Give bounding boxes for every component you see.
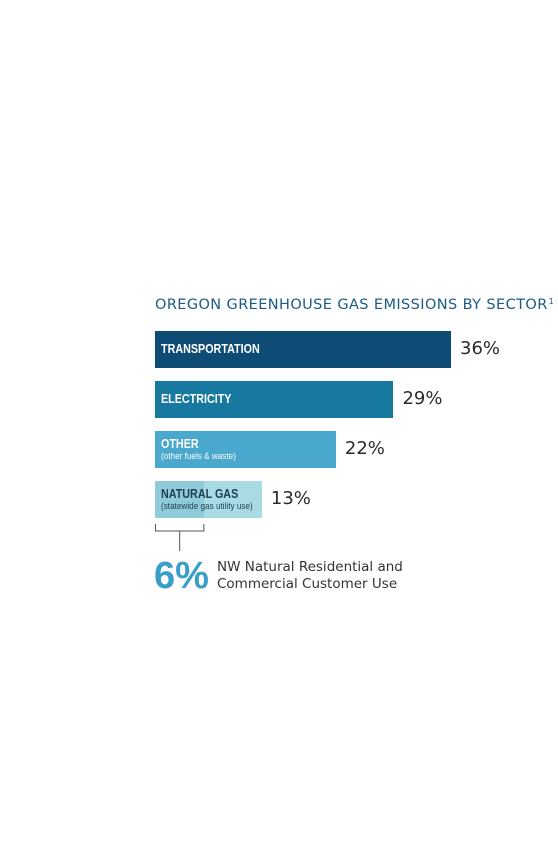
callout-text: NW Natural Residential and Commercial Cu… xyxy=(217,559,403,593)
callout-percentage: 6% xyxy=(154,555,209,597)
callout-bracket xyxy=(155,524,205,551)
bar-sublabel: (other fuels & waste) xyxy=(161,450,236,462)
bar-other: OTHER (other fuels & waste) xyxy=(155,431,336,468)
bar-value-label: 36% xyxy=(460,338,501,359)
title-footnote: 1 xyxy=(548,297,555,306)
bar-label: ELECTRICITY xyxy=(161,392,232,406)
bar-natural-gas: NATURAL GAS (statewide gas utility use) xyxy=(155,481,262,518)
chart-title: OREGON GREENHOUSE GAS EMISSIONS BY SECTO… xyxy=(155,297,554,313)
bar-sublabel: (statewide gas utility use) xyxy=(161,500,253,512)
bar-label: NATURAL GAS xyxy=(161,486,239,501)
bar-label: OTHER xyxy=(161,436,199,451)
bar-electricity: ELECTRICITY xyxy=(155,381,394,418)
bar-value-label: 22% xyxy=(344,438,385,459)
bar-value-label: 13% xyxy=(270,488,311,509)
bar-highlight-segment xyxy=(155,481,205,518)
bar-value-label: 29% xyxy=(402,388,443,409)
callout-text-line1: NW Natural Residential and xyxy=(217,559,403,575)
bar-label: TRANSPORTATION xyxy=(161,342,260,356)
bar-transportation: TRANSPORTATION xyxy=(155,331,451,368)
callout-text-line2: Commercial Customer Use xyxy=(217,576,398,592)
chart-title-text: OREGON GREENHOUSE GAS EMISSIONS BY SECTO… xyxy=(155,297,548,313)
